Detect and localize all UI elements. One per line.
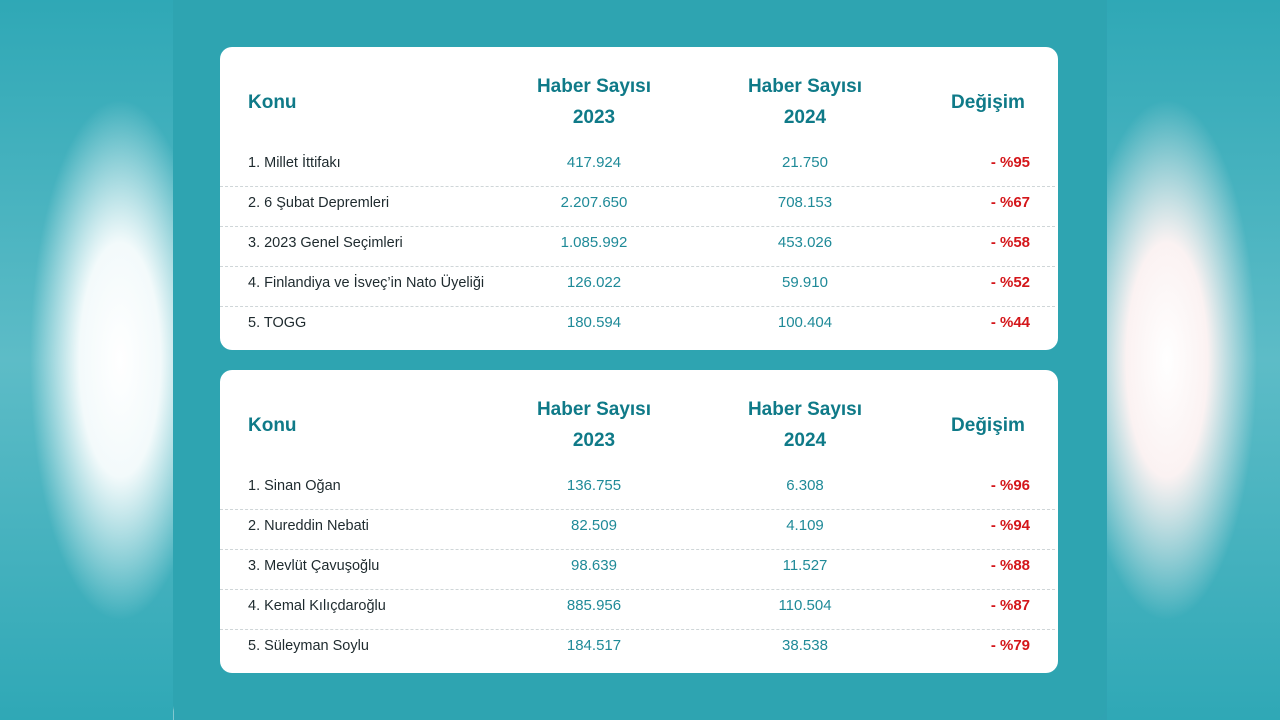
row-count-2023: 180.594 [566,314,622,331]
table-row: 3. 2023 Genel Seçimleri 1.085.992 453.02… [220,227,1055,267]
row-count-2024: 59.910 [782,274,828,291]
row-change: - %96 [990,477,1030,494]
row-count-2024: 38.538 [782,637,828,654]
row-change: - %67 [990,194,1030,211]
row-count-2023: 1.085.992 [560,234,628,251]
table-row: 1. Sinan Oğan 136.755 6.308 - %96 [220,470,1055,510]
blurred-background-right [1107,0,1280,720]
row-change: - %88 [990,557,1030,574]
news-topics-table: Konu Haber Sayısı 2023 Haber Sayısı 2024… [220,47,1058,350]
table-row: 4. Finlandiya ve İsveç’in Nato Üyeliği 1… [220,267,1055,307]
row-count-2023: 136.755 [566,477,622,494]
header-count-2024-label: Haber Sayısı [747,399,863,420]
row-topic: 1. Sinan Oğan [248,478,341,494]
row-topic: 3. 2023 Genel Seçimleri [248,235,403,251]
row-change: - %87 [990,597,1030,614]
header-count-2023: Haber Sayısı 2023 [524,71,664,133]
row-change: - %44 [990,314,1030,331]
header-count-2024-year: 2024 [783,430,827,451]
news-people-table: Konu Haber Sayısı 2023 Haber Sayısı 2024… [220,370,1058,673]
table-row: 2. Nureddin Nebati 82.509 4.109 - %94 [220,510,1055,550]
table-row: 2. 6 Şubat Depremleri 2.207.650 708.153 … [220,187,1055,227]
row-count-2024: 453.026 [777,234,833,251]
table-row: 5. TOGG 180.594 100.404 - %44 [220,307,1055,346]
header-count-2023-label: Haber Sayısı [536,399,652,420]
row-topic: 2. 6 Şubat Depremleri [248,195,390,211]
row-count-2023: 98.639 [571,557,617,574]
table-row: 3. Mevlüt Çavuşoğlu 98.639 11.527 - %88 [220,550,1055,590]
header-count-2023-year: 2023 [572,107,616,128]
row-count-2024: 708.153 [777,194,833,211]
row-change: - %94 [990,517,1030,534]
row-count-2024: 4.109 [786,517,824,534]
row-count-2023: 82.509 [571,517,617,534]
content-panel: Konu Haber Sayısı 2023 Haber Sayısı 2024… [173,0,1106,720]
row-change: - %58 [990,234,1030,251]
header-count-2023: Haber Sayısı 2023 [524,394,664,456]
row-topic: 2. Nureddin Nebati [248,518,369,534]
table-row: 1. Millet İttifakı 417.924 21.750 - %95 [220,147,1055,187]
row-count-2023: 885.956 [566,597,622,614]
row-topic: 5. Süleyman Soylu [248,638,369,654]
row-change: - %79 [990,637,1030,654]
row-change: - %52 [990,274,1030,291]
table-body: 1. Millet İttifakı 417.924 21.750 - %95 … [220,147,1058,346]
blurred-background-left [0,0,173,720]
table-header: Konu Haber Sayısı 2023 Haber Sayısı 2024… [220,47,1058,147]
row-topic: 4. Kemal Kılıçdaroğlu [248,598,386,614]
header-count-2024-year: 2024 [783,107,827,128]
row-count-2024: 110.504 [778,597,832,614]
table-row: 4. Kemal Kılıçdaroğlu 885.956 110.504 - … [220,590,1055,630]
row-topic: 3. Mevlüt Çavuşoğlu [248,558,380,574]
header-count-2023-label: Haber Sayısı [536,76,652,97]
row-topic: 4. Finlandiya ve İsveç’in Nato Üyeliği [248,275,485,291]
row-topic: 5. TOGG [248,315,307,331]
row-count-2023: 417.924 [566,154,622,171]
row-change: - %95 [990,154,1030,171]
row-count-2023: 2.207.650 [560,194,628,211]
row-count-2024: 6.308 [786,477,824,494]
header-count-2024-label: Haber Sayısı [747,76,863,97]
row-count-2024: 100.404 [777,314,833,331]
header-count-2024: Haber Sayısı 2024 [735,71,875,133]
table-row: 5. Süleyman Soylu 184.517 38.538 - %79 [220,630,1055,669]
header-topic: Konu [248,92,297,113]
header-count-2023-year: 2023 [572,430,616,451]
row-topic: 1. Millet İttifakı [248,155,341,171]
header-change: Değişim [951,415,1025,436]
row-count-2023: 184.517 [566,637,622,654]
row-count-2023: 126.022 [566,274,622,291]
row-count-2024: 21.750 [782,154,828,171]
header-count-2024: Haber Sayısı 2024 [735,394,875,456]
table-body: 1. Sinan Oğan 136.755 6.308 - %96 2. Nur… [220,470,1058,669]
header-topic: Konu [248,415,297,436]
header-change: Değişim [951,92,1025,113]
table-header: Konu Haber Sayısı 2023 Haber Sayısı 2024… [220,370,1058,470]
row-count-2024: 11.527 [782,557,828,574]
